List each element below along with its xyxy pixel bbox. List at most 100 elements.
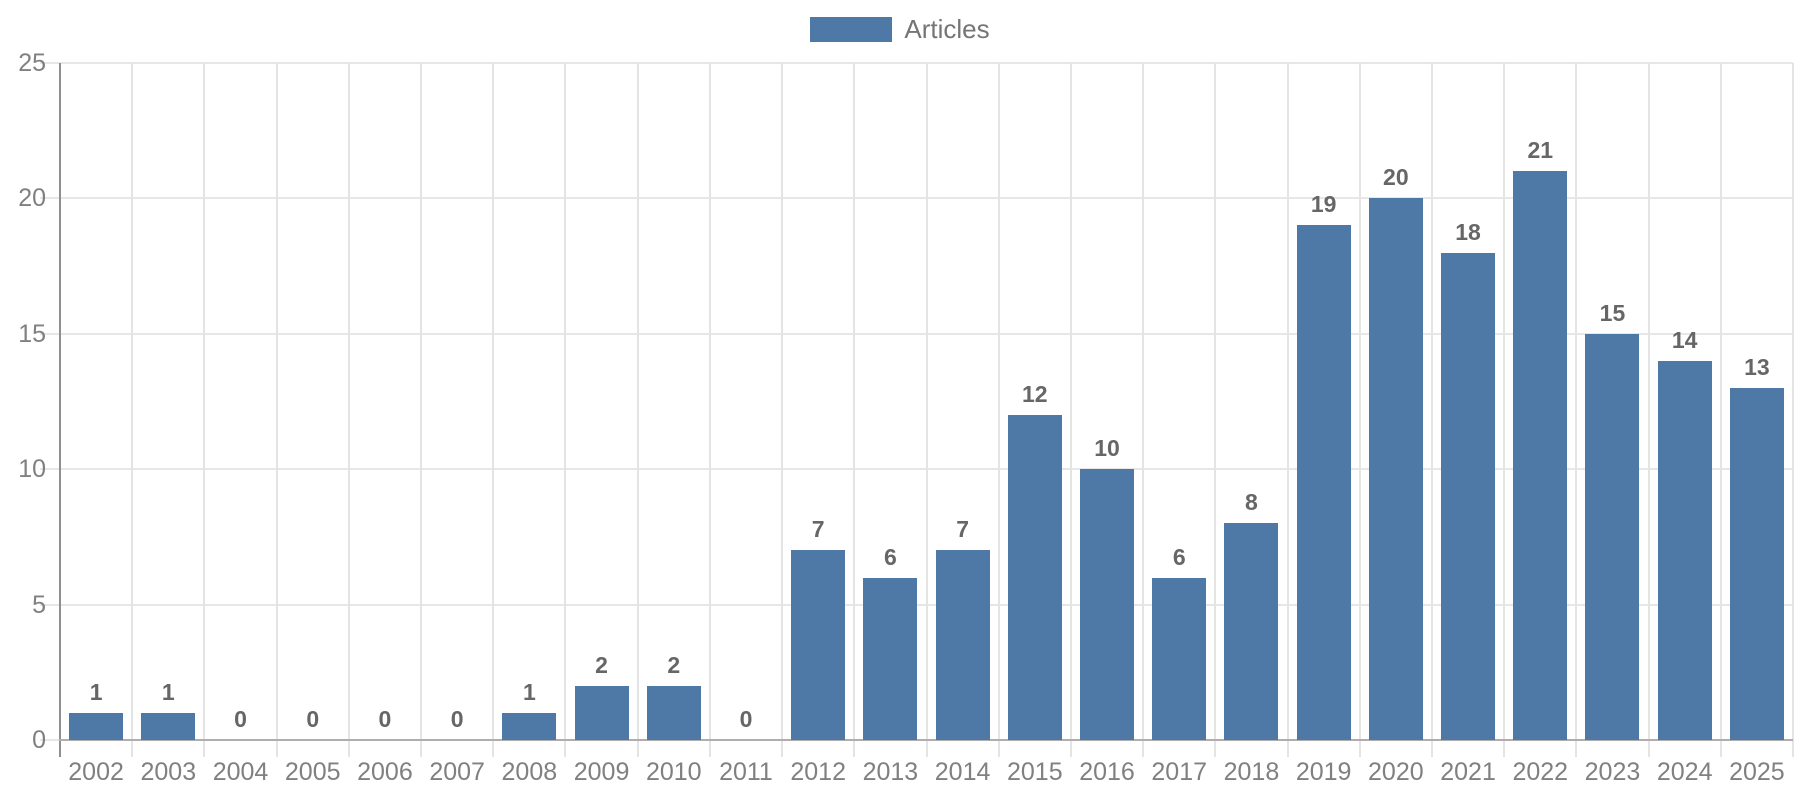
bar-value-label: 0 (739, 706, 753, 732)
x-gridline (636, 63, 639, 757)
x-axis-tick-label: 2013 (862, 758, 919, 786)
bar-value-label: 18 (1455, 218, 1481, 245)
y-gridline (40, 197, 1793, 200)
x-axis-tick-label: 2006 (357, 758, 413, 786)
x-axis-tick-label: 2024 (1656, 758, 1713, 786)
y-axis-tick-label: 0 (32, 726, 46, 754)
y-axis-tick-label: 20 (18, 184, 46, 213)
y-axis-line (59, 63, 61, 757)
x-gridline (1647, 63, 1650, 757)
y-gridline (40, 62, 1793, 64)
x-gridline (781, 63, 784, 757)
x-gridline (853, 63, 856, 757)
bar-value-label: 2 (667, 651, 681, 678)
x-gridline (925, 63, 928, 757)
bar-value-label: 6 (883, 543, 897, 570)
bar-value-label: 13 (1744, 353, 1770, 380)
x-gridline (492, 63, 495, 757)
bar-2012[interactable] (791, 550, 846, 740)
x-gridline (420, 63, 423, 757)
x-axis-tick-label: 2016 (1079, 758, 1135, 786)
x-axis-tick-label: 2022 (1512, 758, 1569, 786)
bar-value-label: 7 (811, 516, 825, 543)
bar-value-label: 1 (522, 678, 536, 705)
x-gridline (131, 63, 134, 757)
bar-2019[interactable] (1296, 225, 1351, 740)
bar-value-label: 14 (1671, 326, 1698, 353)
bar-2015[interactable] (1007, 415, 1062, 740)
x-gridline (347, 63, 350, 757)
x-axis-tick-label: 2014 (934, 758, 991, 786)
x-gridline (1503, 63, 1506, 757)
bar-2020[interactable] (1368, 198, 1423, 740)
bar-value-label: 10 (1094, 435, 1120, 462)
x-axis-tick-label: 2020 (1368, 758, 1424, 786)
x-gridline (275, 63, 278, 757)
bar-value-label: 20 (1383, 164, 1409, 191)
y-axis-tick-label: 25 (18, 49, 46, 77)
x-gridline (1792, 63, 1794, 757)
bar-2023[interactable] (1585, 333, 1640, 740)
x-gridline (203, 63, 206, 757)
bar-2018[interactable] (1224, 523, 1279, 740)
x-axis-tick-label: 2009 (573, 758, 630, 786)
bar-2022[interactable] (1513, 171, 1568, 740)
bar-2009[interactable] (574, 685, 629, 740)
x-gridline (708, 63, 711, 757)
x-gridline (1069, 63, 1072, 757)
bar-2014[interactable] (935, 550, 990, 740)
legend: Articles (0, 15, 1800, 43)
x-axis-line (59, 739, 1793, 741)
y-axis-tick-label: 15 (18, 319, 46, 348)
x-axis-tick-label: 2005 (284, 758, 341, 786)
x-axis-tick-label: 2007 (429, 758, 485, 786)
x-axis-tick-label: 2010 (645, 758, 702, 786)
bar-value-label: 0 (306, 706, 320, 732)
legend-label: Articles (904, 14, 990, 44)
bar-2025[interactable] (1729, 387, 1784, 740)
bar-2002[interactable] (69, 712, 124, 740)
bar-2010[interactable] (646, 685, 701, 740)
bar-2017[interactable] (1152, 577, 1207, 740)
bar-2024[interactable] (1657, 360, 1712, 740)
bar-2003[interactable] (141, 712, 196, 740)
y-gridline (40, 468, 1793, 471)
bar-value-label: 15 (1599, 299, 1626, 326)
bar-2008[interactable] (502, 712, 557, 740)
x-gridline (997, 63, 1000, 757)
x-axis-tick-label: 2008 (501, 758, 558, 786)
x-axis-tick-label: 2019 (1295, 758, 1352, 786)
x-gridline (1214, 63, 1217, 757)
y-gridline (40, 332, 1793, 335)
x-axis-tick-label: 2011 (719, 758, 773, 786)
legend-swatch-icon (810, 16, 893, 42)
x-axis-tick-label: 2017 (1151, 758, 1208, 786)
bar-value-label: 1 (161, 678, 175, 705)
x-axis-tick-label: 2023 (1584, 758, 1641, 786)
y-axis-tick-label: 5 (32, 590, 46, 619)
bar-2016[interactable] (1080, 469, 1135, 740)
x-gridline (1286, 63, 1289, 757)
bar-value-label: 0 (378, 706, 392, 732)
bar-value-label: 6 (1172, 543, 1186, 570)
legend-item-articles[interactable]: Articles (810, 14, 990, 44)
x-gridline (1575, 63, 1578, 757)
bar-value-label: 19 (1310, 191, 1337, 218)
bar-2013[interactable] (863, 577, 918, 740)
x-axis-tick-label: 2021 (1440, 758, 1496, 786)
bar-value-label: 8 (1245, 489, 1258, 516)
x-axis-tick-label: 2004 (212, 758, 269, 786)
bar-2021[interactable] (1441, 252, 1496, 740)
y-axis-tick-label: 10 (18, 455, 46, 484)
x-gridline (1142, 63, 1145, 757)
x-gridline (1430, 63, 1433, 757)
bar-value-label: 1 (89, 678, 103, 705)
x-axis-tick-label: 2012 (790, 758, 846, 786)
bar-value-label: 7 (956, 516, 969, 543)
x-gridline (1719, 63, 1722, 757)
x-axis-tick-label: 2015 (1007, 758, 1063, 786)
bar-value-label: 21 (1527, 137, 1554, 164)
x-axis-tick-label: 2002 (68, 758, 124, 786)
x-axis-tick-label: 2018 (1223, 758, 1280, 786)
